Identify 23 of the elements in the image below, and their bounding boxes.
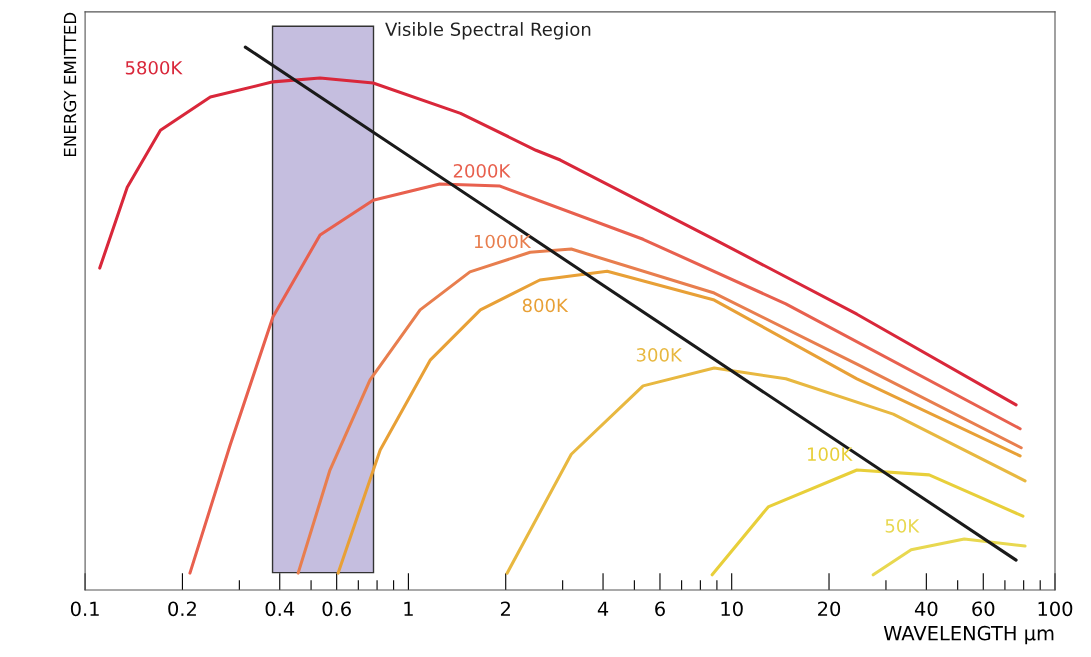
series-label: 5800K (125, 60, 183, 75)
x-tick-label: 0.4 (265, 601, 295, 617)
x-tick-label: 100 (1038, 601, 1073, 617)
x-tick-label: 40 (914, 601, 938, 617)
series-label: 1000K (474, 234, 532, 249)
series-label: 2000K (453, 163, 511, 178)
x-tick-label: 1 (404, 601, 413, 616)
band-label: Visible Spectral Region (385, 22, 591, 40)
series-label: 300K (636, 348, 683, 362)
x-axis-title: WAVELENGTH µm (883, 625, 1054, 645)
x-tick-label: 4 (597, 601, 609, 616)
x-tick-label: 0.6 (322, 601, 351, 617)
series-label: 800K (522, 298, 569, 313)
x-tick-label: 2 (500, 601, 510, 616)
y-axis-title: ENERGY EMITTED (63, 12, 77, 157)
x-tick-label: 10 (721, 601, 743, 617)
x-tick-label: 6 (655, 601, 665, 617)
series-label: 100K (807, 447, 853, 461)
x-tick-label: 20 (818, 601, 841, 617)
x-tick-label: 60 (972, 601, 995, 617)
x-tick-label: 0.1 (70, 601, 99, 617)
series-label: 50K (885, 519, 920, 533)
x-tick-label: 0.2 (168, 601, 196, 617)
